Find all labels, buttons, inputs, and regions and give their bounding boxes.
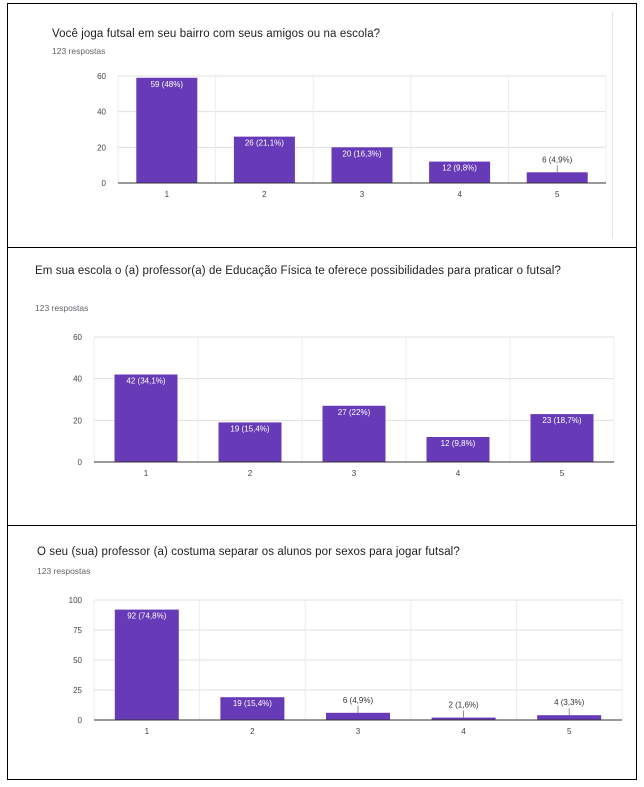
y-tick-label: 20 [97,143,106,152]
x-tick-label: 1 [144,469,149,478]
data-label: 2 (1,6%) [448,701,479,710]
x-tick-label: 4 [457,190,462,199]
question-title: O seu (sua) professor (a) costuma separa… [37,546,460,558]
x-tick-label: 1 [145,727,150,736]
question-panel-1: Você joga futsal em seu bairro com seus … [8,4,637,248]
y-tick-label: 0 [78,716,83,725]
bar [526,172,588,183]
question-title: Você joga futsal em seu bairro com seus … [52,28,381,40]
x-tick-label: 5 [567,727,572,736]
data-label: 12 (9,8%) [442,164,477,173]
data-label: 19 (15,4%) [230,424,269,433]
question-panel-2: Em sua escola o (a) professor(a) de Educ… [8,248,637,526]
data-label: 6 (4,9%) [343,696,374,705]
y-tick-label: 0 [78,458,83,467]
bar [530,414,594,462]
y-tick-label: 25 [73,686,82,695]
x-tick-label: 1 [165,190,170,199]
x-tick-label: 4 [461,727,466,736]
x-tick-label: 2 [250,727,255,736]
data-label: 26 (21,1%) [245,139,284,148]
data-label: 23 (18,7%) [542,416,581,425]
bar [426,437,490,462]
data-label: 6 (4,9%) [542,155,573,164]
question-title: Em sua escola o (a) professor(a) de Educ… [35,265,561,277]
response-count: 123 respostas [35,303,89,313]
x-tick-label: 3 [356,727,361,736]
figure-frame [7,3,637,780]
x-tick-label: 3 [352,469,357,478]
bar-chart-1: 0 20 40 60 59 (48%) 1 26 (21,1%) 2 20 (16,3%) 3 12… [97,72,607,199]
data-label: 92 (74,8%) [127,612,166,621]
data-label: 27 (22%) [338,408,371,417]
data-label: 12 (9,8%) [441,439,476,448]
bar [220,697,285,720]
bar-chart-2: 0 20 40 60 42 (34,1%) 1 19 (15,4%) 2 27 (22%) 3 12… [73,333,615,478]
bar [429,161,491,183]
card-border [612,12,613,239]
x-tick-label: 3 [360,190,365,199]
x-tick-label: 4 [456,469,461,478]
data-label: 4 (3,3%) [554,698,585,707]
y-tick-label: 40 [97,108,106,117]
data-label: 59 (48%) [151,80,184,89]
bar [114,374,178,462]
response-count: 123 respostas [37,566,91,576]
y-tick-label: 100 [69,596,83,605]
bar-chart-3: 0 25 50 75 100 92 (74,8%) 1 19 (15,4%) 2 6 (4,9%)… [69,596,623,736]
bar [136,77,198,183]
bar [331,147,393,183]
bar [326,712,390,720]
x-tick-label: 5 [560,469,565,478]
y-tick-label: 50 [73,656,82,665]
bar [233,136,295,183]
bar [322,405,386,462]
y-tick-label: 75 [73,626,82,635]
bar [218,422,282,462]
data-label: 20 (16,3%) [342,149,381,158]
question-panel-3: O seu (sua) professor (a) costuma separa… [8,526,637,780]
y-tick-label: 40 [73,375,82,384]
bar [114,609,179,720]
bar [431,717,496,720]
x-tick-label: 2 [248,469,253,478]
y-tick-label: 60 [97,72,106,81]
bar [537,715,602,720]
data-label: 42 (34,1%) [126,377,165,386]
y-tick-label: 60 [73,333,82,342]
y-tick-label: 20 [73,416,82,425]
data-label: 19 (15,4%) [233,699,272,708]
x-tick-label: 2 [262,190,267,199]
x-tick-label: 5 [555,190,560,199]
y-tick-label: 0 [102,179,107,188]
response-count: 123 respostas [52,46,106,56]
